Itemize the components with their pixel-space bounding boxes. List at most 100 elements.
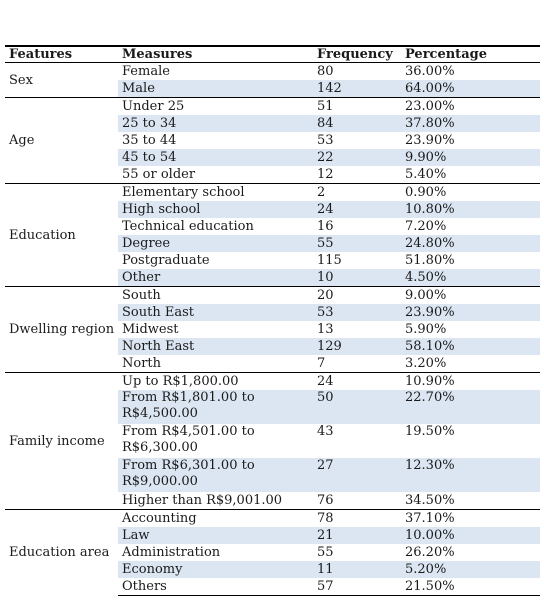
frequency-cell: 55: [317, 545, 334, 560]
frequency-cell: 24: [313, 372, 401, 390]
feature-cell: Family income: [5, 372, 118, 510]
frequency-cell: 129: [313, 338, 401, 355]
table-body: Sex Female 80 36.00% Male 142 64.00% Age Under 2…: [5, 63, 540, 596]
measure-cell: Law: [118, 527, 313, 544]
percentage-cell: 23.90%: [405, 133, 455, 148]
measure-cell: Under 25: [118, 97, 313, 115]
demographics-table: Features Measures Frequency Percentage S…: [5, 45, 540, 596]
measure-cell: Degree: [118, 235, 313, 252]
table-row: Degree 55 24.80%: [5, 235, 540, 252]
measure-cell: Economy: [118, 561, 313, 578]
table-row: North East 129 58.10%: [5, 338, 540, 355]
measure-cell: Accounting: [118, 509, 313, 527]
measure-cell: Technical education: [122, 219, 254, 234]
percentage-cell: 24.80%: [401, 235, 540, 252]
frequency-cell: 115: [317, 253, 342, 268]
table-row: Others 57 21.50%: [5, 578, 540, 596]
percentage-cell: 34.50%: [405, 493, 455, 508]
table-row: Technical education 16 7.20%: [5, 218, 540, 235]
table-row: Other 10 4.50%: [5, 269, 540, 287]
table-row: Midwest 13 5.90%: [5, 321, 540, 338]
percentage-cell: 5.90%: [405, 322, 447, 337]
feature-cell: Age: [5, 97, 118, 184]
table-row: Dwelling region South 20 9.00%: [5, 286, 540, 373]
table-row: From R$4,501.00 to R$6,300.00 43 19.50%: [5, 424, 540, 458]
measure-cell: Higher than R$9,001.00: [122, 493, 283, 508]
measure-cell: Elementary school: [118, 183, 313, 201]
frequency-cell: 16: [317, 219, 334, 234]
percentage-cell: 12.30%: [401, 458, 540, 492]
percentage-cell: 9.00%: [401, 286, 540, 304]
percentage-cell: 7.20%: [405, 219, 447, 234]
table-row: North 7 3.20%: [5, 355, 540, 373]
frequency-cell: 57: [313, 578, 401, 596]
table-row: Law 21 10.00%: [5, 527, 540, 544]
percentage-cell: 3.20%: [405, 356, 447, 371]
measure-cell: 25 to 34: [118, 115, 313, 132]
frequency-cell: 43: [317, 424, 334, 439]
measure-cell: South East: [118, 304, 313, 321]
percentage-cell: 10.80%: [401, 201, 540, 218]
table-row: South East 53 23.90%: [5, 304, 540, 321]
table-row: Male 142 64.00%: [5, 80, 540, 98]
percentage-cell: 10.00%: [401, 527, 540, 544]
percentage-cell: 23.90%: [401, 304, 540, 321]
frequency-cell: 55: [313, 235, 401, 252]
header-measures: Measures: [118, 45, 313, 63]
percentage-cell: 23.00%: [401, 97, 540, 115]
table-row: From R$6,301.00 to R$9,000.00 27 12.30%: [5, 458, 540, 492]
measure-cell: Male: [118, 80, 313, 98]
frequency-cell: 2: [313, 183, 401, 201]
frequency-cell: 22: [313, 149, 401, 166]
table-row: High school 24 10.80%: [5, 201, 540, 218]
percentage-cell: 64.00%: [401, 80, 540, 98]
percentage-cell: 4.50%: [401, 269, 540, 287]
feature-cell: Sex: [9, 72, 33, 88]
table-row: 25 to 34 84 37.80%: [5, 115, 540, 132]
header-percentage: Percentage: [401, 45, 540, 63]
frequency-cell: 20: [313, 286, 401, 304]
percentage-cell: 10.90%: [401, 372, 540, 390]
table-row: Postgraduate 115 51.80%: [5, 252, 540, 269]
measure-cell: Midwest: [122, 322, 179, 337]
percentage-cell: 5.40%: [405, 167, 447, 182]
measure-cell: 55 or older: [122, 167, 196, 182]
table-row: 35 to 44 53 23.90%: [5, 132, 540, 149]
frequency-cell: 7: [317, 356, 326, 371]
measure-cell: Postgraduate: [122, 253, 210, 268]
frequency-cell: 50: [313, 390, 401, 424]
percentage-cell: 26.20%: [405, 545, 455, 560]
table-row: Economy 11 5.20%: [5, 561, 540, 578]
frequency-cell: 11: [313, 561, 401, 578]
percentage-cell: 37.80%: [401, 115, 540, 132]
frequency-cell: 142: [313, 80, 401, 98]
measure-cell: Administration: [122, 545, 221, 560]
percentage-cell: 36.00%: [405, 64, 455, 79]
measure-cell: Other: [118, 269, 313, 287]
measure-cell: North: [122, 356, 162, 371]
measure-cell: High school: [118, 201, 313, 218]
percentage-cell: 21.50%: [401, 578, 540, 596]
measure-cell: Up to R$1,800.00: [118, 372, 313, 390]
frequency-cell: 10: [313, 269, 401, 287]
frequency-cell: 76: [317, 493, 334, 508]
percentage-cell: 58.10%: [401, 338, 540, 355]
measure-cell: From R$1,801.00 to R$4,500.00: [118, 390, 313, 424]
table-row: Sex Female 80 36.00%: [5, 63, 540, 88]
table-row: Age Under 25 51 23.00%: [5, 97, 540, 184]
frequency-cell: 27: [313, 458, 401, 492]
percentage-cell: 0.90%: [401, 183, 540, 201]
percentage-cell: 51.80%: [405, 253, 455, 268]
frequency-cell: 53: [317, 133, 334, 148]
frequency-cell: 12: [317, 167, 334, 182]
measure-cell: North East: [118, 338, 313, 355]
header-features: Features: [5, 45, 118, 63]
feature-cell: Dwelling region: [5, 286, 118, 373]
frequency-cell: 51: [313, 97, 401, 115]
measure-cell: Female: [122, 64, 170, 79]
table-row: Higher than R$9,001.00 76 34.50%: [5, 492, 540, 510]
frequency-cell: 24: [313, 201, 401, 218]
percentage-cell: 19.50%: [405, 424, 455, 439]
frequency-cell: 13: [317, 322, 334, 337]
header-frequency: Frequency: [313, 45, 401, 63]
